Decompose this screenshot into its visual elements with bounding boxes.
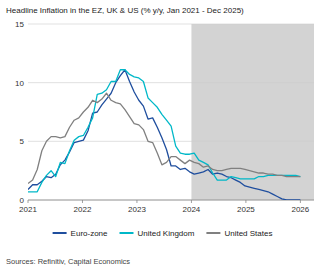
grid-line — [28, 24, 314, 25]
y-tick-label: 15 — [15, 20, 24, 29]
legend: Euro-zone United Kingdom United States — [53, 229, 273, 238]
forecast-shading — [191, 24, 314, 200]
y-tick-label: 0 — [20, 196, 25, 205]
legend-swatch — [120, 232, 134, 234]
x-tick-label: 2025 — [237, 205, 255, 214]
x-tick — [82, 200, 83, 203]
series-line — [28, 70, 300, 200]
x-tick — [28, 200, 29, 203]
series-line — [28, 70, 300, 192]
legend-swatch — [206, 232, 220, 234]
chart: Headline Inflation in the EZ, UK & US (%… — [0, 0, 325, 273]
grid-line — [28, 200, 314, 201]
x-tick-label: 2024 — [183, 205, 201, 214]
x-tick-label: 2021 — [19, 205, 37, 214]
legend-item: United States — [206, 229, 272, 238]
title: Headline Inflation in the EZ, UK & US (%… — [6, 6, 244, 15]
y-tick-label: 10 — [15, 79, 24, 88]
grid-line — [28, 82, 314, 83]
legend-swatch — [53, 232, 67, 234]
legend-item: United Kingdom — [120, 229, 195, 238]
x-tick — [136, 200, 137, 203]
grid-line — [28, 141, 314, 142]
x-tick — [191, 200, 192, 203]
y-tick-label: 5 — [20, 137, 25, 146]
legend-item: Euro-zone — [53, 229, 108, 238]
x-tick-label: 2023 — [128, 205, 146, 214]
legend-label: United Kingdom — [138, 229, 195, 238]
series-line — [28, 93, 300, 183]
lines-group — [28, 70, 300, 200]
legend-label: Euro-zone — [71, 229, 108, 238]
shading-group — [191, 24, 314, 200]
x-tick-label: 2026 — [291, 205, 309, 214]
x-tick — [245, 200, 246, 203]
source: Sources: Refinitiv, Capital Economics — [6, 257, 130, 266]
x-tick — [300, 200, 301, 203]
x-tick-label: 2022 — [74, 205, 92, 214]
x-axis-line — [28, 200, 314, 201]
legend-label: United States — [224, 229, 272, 238]
